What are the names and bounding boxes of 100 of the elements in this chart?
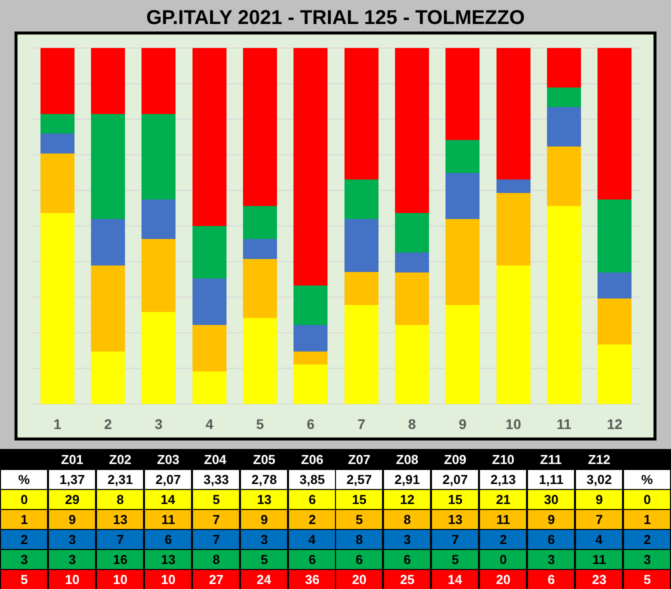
bar xyxy=(40,212,74,404)
bar xyxy=(192,278,226,325)
data-label: 8 xyxy=(212,552,220,567)
bar xyxy=(344,305,378,404)
y2-tick-label: 2 xyxy=(644,532,651,547)
data-label: 5 xyxy=(260,552,268,567)
data-label: 1,37 xyxy=(60,472,85,487)
data-label: 0 xyxy=(500,552,507,567)
x-tick-label: 9 xyxy=(458,416,467,432)
data-label: 9 xyxy=(260,512,268,527)
data-label: 2,31 xyxy=(108,472,133,487)
data-label: 5 xyxy=(356,512,363,527)
bar xyxy=(547,107,581,147)
data-label: 14 xyxy=(160,492,176,507)
bar xyxy=(91,219,125,266)
data-label: 8 xyxy=(404,512,411,527)
bar xyxy=(192,371,226,404)
x-tick-label: 2 xyxy=(104,416,112,432)
data-label: 8 xyxy=(356,532,363,547)
data-label: 3 xyxy=(260,532,268,547)
data-label: 27 xyxy=(208,572,224,587)
bar xyxy=(598,298,632,345)
data-label: 6 xyxy=(356,552,363,567)
bar xyxy=(91,266,125,352)
x-tick-label: 7 xyxy=(357,416,366,432)
y-tick-label: 3 xyxy=(20,552,28,567)
bar xyxy=(496,48,530,180)
bar xyxy=(243,239,277,259)
x-tick-label: Z08 xyxy=(396,452,418,467)
bar xyxy=(294,285,328,325)
chart-title: GP.ITALY 2021 - TRIAL 125 - TOLMEZZO xyxy=(146,7,525,29)
bar xyxy=(243,318,277,404)
x-tick-label: 5 xyxy=(256,416,264,432)
x-tick-label: 6 xyxy=(306,416,315,432)
x-tick-label: Z03 xyxy=(157,452,180,467)
bar xyxy=(547,206,581,404)
x-tick-label: Z05 xyxy=(253,452,276,467)
x-tick-label: Z04 xyxy=(204,452,228,467)
data-label: 12 xyxy=(400,492,414,507)
bar xyxy=(547,48,581,88)
data-label: 6 xyxy=(404,552,411,567)
data-label: 6 xyxy=(548,572,555,587)
data-label: 5 xyxy=(212,492,220,507)
bar xyxy=(294,48,328,286)
y2-tick-label: 3 xyxy=(644,552,651,567)
data-label: 9 xyxy=(596,492,603,507)
x-tick-label: Z01 xyxy=(61,452,84,467)
bar xyxy=(192,226,226,279)
data-label: 6 xyxy=(308,492,316,507)
data-label: 6 xyxy=(164,532,172,547)
x-tick-label: 1 xyxy=(53,416,62,432)
bar xyxy=(395,252,429,272)
y-tick-label: 1 xyxy=(20,512,28,527)
data-label: 3,85 xyxy=(300,472,325,487)
data-label: 6 xyxy=(548,532,555,547)
data-label: 11 xyxy=(161,512,176,527)
bar xyxy=(344,272,378,306)
data-label: 10 xyxy=(160,572,176,587)
bar xyxy=(496,180,530,193)
data-label: 2,07 xyxy=(442,472,468,487)
data-label: 20 xyxy=(496,572,510,587)
bar xyxy=(142,200,176,240)
data-label: 11 xyxy=(496,512,510,527)
data-label: 29 xyxy=(64,492,80,507)
bar xyxy=(142,312,176,404)
bar xyxy=(91,351,125,404)
data-label: 7 xyxy=(212,532,220,547)
bar xyxy=(496,192,530,266)
data-label: 2,57 xyxy=(346,472,372,487)
bar xyxy=(344,48,378,180)
data-label: 3 xyxy=(404,532,411,547)
data-label: 3 xyxy=(68,532,76,547)
y2-tick-label: 5 xyxy=(644,572,651,587)
data-label: 25 xyxy=(400,572,414,587)
data-label: 21 xyxy=(496,492,510,507)
y-tick-label: 5 xyxy=(20,572,28,587)
data-label: 2,13 xyxy=(490,472,516,487)
bar xyxy=(446,172,480,220)
bar xyxy=(395,324,429,404)
bar xyxy=(91,114,125,220)
x-tick-label: Z02 xyxy=(109,452,132,467)
data-label: 13 xyxy=(448,512,462,527)
bar xyxy=(496,266,530,404)
bar xyxy=(446,48,480,140)
data-label: 15 xyxy=(448,492,462,507)
bar xyxy=(142,239,176,312)
data-label: 13 xyxy=(160,552,176,567)
x-tick-label: Z10 xyxy=(492,452,514,467)
data-label: 3,02 xyxy=(586,472,612,487)
data-label: 10 xyxy=(64,572,80,587)
data-label: 36 xyxy=(304,572,320,587)
data-label: 4 xyxy=(595,532,604,547)
data-label: 13 xyxy=(112,512,128,527)
bar xyxy=(344,180,378,220)
data-label: 2,07 xyxy=(156,472,181,487)
bar xyxy=(395,272,429,325)
data-label: 16 xyxy=(112,552,128,567)
bar xyxy=(598,48,632,200)
data-label: 1,11 xyxy=(538,472,564,487)
data-label: 3,33 xyxy=(204,472,229,487)
